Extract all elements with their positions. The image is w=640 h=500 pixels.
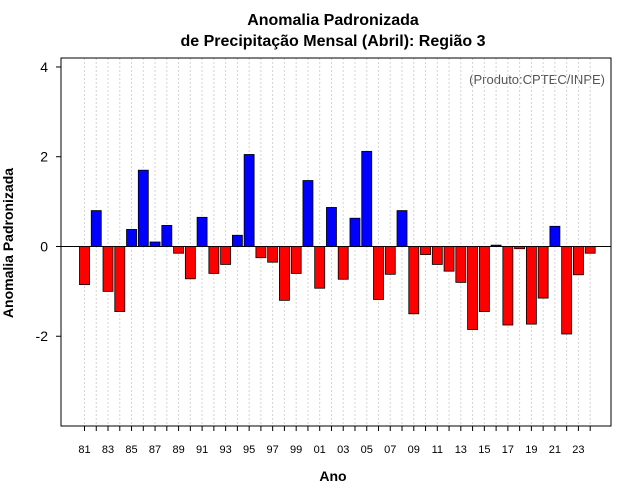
bar-87 <box>149 241 161 247</box>
y-axis-title: Anomalia Padronizada <box>0 168 16 318</box>
x-tick-label: 23 <box>572 444 584 456</box>
plot-frame <box>60 57 612 427</box>
bar-23 <box>573 246 584 276</box>
bar-20 <box>537 246 549 299</box>
x-tick-label: 99 <box>290 444 302 456</box>
x-tick-label: 09 <box>408 444 420 456</box>
y-tick-label: -2 <box>36 328 49 344</box>
x-tick-label: 11 <box>432 444 443 456</box>
bar-18 <box>514 246 526 250</box>
x-tick-label: 13 <box>455 444 467 456</box>
x-tick-label: 07 <box>384 444 396 456</box>
bar-97 <box>267 246 279 263</box>
bar-99 <box>290 246 302 274</box>
bar-15 <box>478 246 490 312</box>
credit-label: (Produto:CPTEC/INPE) <box>469 72 605 87</box>
bar-94 <box>231 234 243 247</box>
bar-92 <box>208 246 220 274</box>
bar-21 <box>549 225 561 247</box>
bar-03 <box>337 246 349 280</box>
bar-84 <box>114 246 126 312</box>
bar-91 <box>196 216 208 247</box>
x-tick-label: 91 <box>196 444 208 456</box>
x-tick-label: 01 <box>314 444 326 456</box>
bar-81 <box>79 246 90 286</box>
bar-05 <box>361 150 373 247</box>
bar-88 <box>161 224 173 247</box>
x-tick-label: 81 <box>78 444 90 456</box>
bar-06 <box>373 246 384 300</box>
bar-08 <box>396 210 408 247</box>
x-tick-label: 05 <box>361 444 373 456</box>
bars <box>79 150 596 335</box>
bar-17 <box>502 246 514 326</box>
bar-10 <box>420 246 431 255</box>
bar-85 <box>126 229 137 247</box>
x-axis-title: Ano <box>319 468 346 484</box>
bar-24 <box>584 246 596 254</box>
bar-00 <box>302 180 314 247</box>
x-tick-label: 19 <box>525 444 537 456</box>
y-axis: -2 0 2 4 <box>36 59 61 344</box>
x-tick-label: 83 <box>102 444 114 456</box>
bar-02 <box>326 207 337 247</box>
x-tick-label: 87 <box>149 444 161 456</box>
x-axis: 81 83 85 87 89 91 93 95 97 99 01 03 05 07 09 11 13 15 17 19… <box>78 426 591 456</box>
bar-09 <box>408 246 420 315</box>
x-tick-label: 21 <box>549 444 561 456</box>
bar-16 <box>490 244 502 247</box>
bar-98 <box>279 246 290 301</box>
bar-19 <box>525 246 537 325</box>
x-tick-label: 95 <box>243 444 255 456</box>
x-tick-label: 97 <box>267 444 279 456</box>
bar-14 <box>467 246 478 330</box>
bar-95 <box>243 154 255 247</box>
bar-22 <box>561 246 573 335</box>
bar-01 <box>314 246 326 289</box>
bar-11 <box>431 246 443 265</box>
bar-07 <box>384 246 396 275</box>
bar-86 <box>137 169 149 247</box>
x-tick-label: 89 <box>172 444 184 456</box>
bar-83 <box>102 246 114 292</box>
x-tick-label: 17 <box>502 444 514 456</box>
bar-04 <box>349 217 361 247</box>
chart-subtitle: de Precipitação Mensal (Abril): Região 3 <box>181 33 486 50</box>
x-tick-label: 03 <box>337 444 349 456</box>
y-tick-label: 4 <box>40 59 48 75</box>
y-tick-label: 0 <box>40 238 48 254</box>
bar-13 <box>455 246 467 283</box>
bar-82 <box>90 210 102 247</box>
x-tick-label: 93 <box>219 444 231 456</box>
x-tick-label: 85 <box>125 444 137 456</box>
chart-title: Anomalia Padronizada <box>247 12 419 29</box>
bar-96 <box>255 246 267 259</box>
bar-93 <box>220 246 232 265</box>
y-tick-label: 2 <box>40 149 48 165</box>
bar-89 <box>173 246 184 254</box>
x-tick-label: 15 <box>478 444 490 456</box>
bar-90 <box>184 246 196 280</box>
bar-12 <box>443 246 455 272</box>
